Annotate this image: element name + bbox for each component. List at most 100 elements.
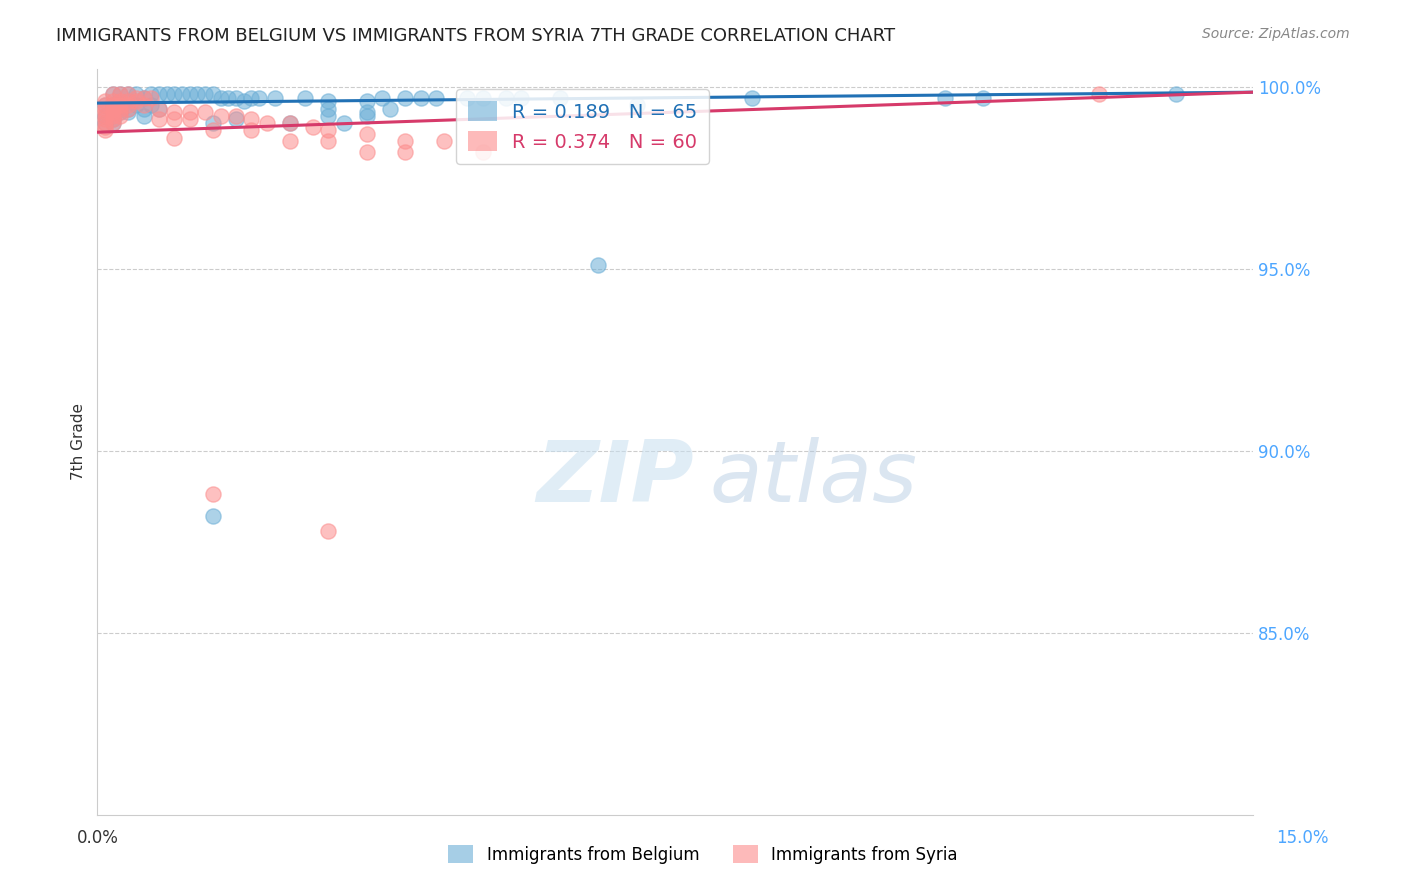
Point (318, 123, 340, 137)
Point (302, 120, 325, 134)
Point (1087, 87, 1109, 101)
Point (394, 134, 416, 148)
Point (101, 95, 124, 109)
Point (132, 98, 155, 112)
Point (163, 130, 186, 145)
Point (101, 109, 124, 123)
Legend: Immigrants from Belgium, Immigrants from Syria: Immigrants from Belgium, Immigrants from… (441, 838, 965, 871)
Text: 0.0%: 0.0% (77, 829, 120, 847)
Point (471, 145, 494, 160)
Point (318, 95, 340, 109)
Point (433, 134, 456, 148)
Point (201, 123, 224, 137)
Point (356, 105, 378, 120)
Point (179, 87, 201, 101)
Point (117, 98, 139, 112)
Point (209, 90, 232, 104)
Text: atlas: atlas (710, 437, 918, 520)
Point (194, 105, 217, 120)
Point (110, 98, 132, 112)
Point (217, 90, 239, 104)
Point (148, 112, 170, 127)
Point (179, 105, 201, 120)
Text: ZIP: ZIP (537, 437, 695, 520)
Point (278, 116, 301, 130)
Point (225, 109, 247, 123)
Point (117, 87, 139, 101)
Point (110, 98, 132, 112)
Point (94, 112, 117, 127)
Point (132, 102, 155, 116)
Point (110, 102, 132, 116)
Point (626, 98, 648, 112)
Point (333, 116, 356, 130)
Point (278, 134, 301, 148)
Point (141, 98, 163, 112)
Point (934, 90, 956, 104)
Point (148, 102, 170, 116)
Point (240, 90, 263, 104)
Point (201, 116, 224, 130)
Point (94, 98, 117, 112)
Point (356, 145, 378, 160)
Point (141, 87, 163, 101)
Point (356, 127, 378, 141)
Point (101, 102, 124, 116)
Text: 15.0%: 15.0% (1277, 829, 1329, 847)
Point (741, 90, 763, 104)
Legend: R = 0.189   N = 65, R = 0.374   N = 60: R = 0.189 N = 65, R = 0.374 N = 60 (456, 89, 709, 163)
Point (132, 109, 155, 123)
Point (163, 112, 186, 127)
Point (510, 90, 533, 104)
Point (201, 87, 224, 101)
Point (132, 90, 155, 104)
Point (278, 116, 301, 130)
Point (117, 105, 139, 120)
Point (495, 90, 517, 104)
Point (172, 87, 194, 101)
Point (425, 90, 447, 104)
Point (371, 90, 394, 104)
Point (117, 102, 139, 116)
Point (263, 90, 285, 104)
Point (194, 87, 217, 101)
Point (101, 87, 124, 101)
Point (394, 90, 416, 104)
Point (201, 487, 224, 501)
Point (186, 87, 208, 101)
Point (94, 102, 117, 116)
Point (110, 95, 132, 109)
Point (94, 116, 117, 130)
Point (94, 116, 117, 130)
Point (94, 109, 117, 123)
Point (117, 87, 139, 101)
Point (101, 105, 124, 120)
Point (110, 87, 132, 101)
Point (156, 87, 179, 101)
Point (256, 116, 278, 130)
Point (101, 116, 124, 130)
Point (356, 95, 378, 109)
Point (456, 90, 478, 104)
Text: Source: ZipAtlas.com: Source: ZipAtlas.com (1202, 27, 1350, 41)
Point (101, 105, 124, 120)
Point (110, 105, 132, 120)
Point (141, 90, 163, 104)
Point (94, 105, 117, 120)
Point (378, 102, 401, 116)
Point (94, 98, 117, 112)
Point (225, 90, 247, 104)
Point (94, 109, 117, 123)
Point (110, 87, 132, 101)
Point (318, 102, 340, 116)
Point (117, 95, 139, 109)
Point (125, 95, 148, 109)
Point (101, 112, 124, 127)
Point (318, 524, 340, 538)
Point (409, 90, 432, 104)
Text: IMMIGRANTS FROM BELGIUM VS IMMIGRANTS FROM SYRIA 7TH GRADE CORRELATION CHART: IMMIGRANTS FROM BELGIUM VS IMMIGRANTS FR… (56, 27, 896, 45)
Point (972, 90, 994, 104)
Point (101, 112, 124, 127)
Point (110, 105, 132, 120)
Point (125, 98, 148, 112)
